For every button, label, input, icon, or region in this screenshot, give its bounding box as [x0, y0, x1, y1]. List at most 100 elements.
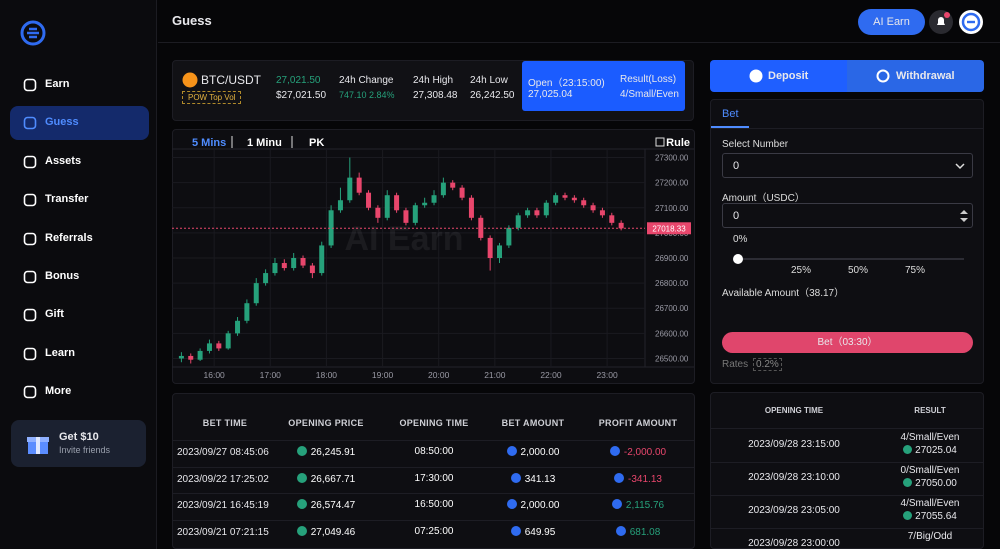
- candle-body: [581, 200, 587, 206]
- cell: 0/Small/Even: [900, 465, 960, 476]
- candle-body: [609, 215, 615, 223]
- icon-shape: [23, 193, 37, 207]
- cell-text: -341.13: [628, 473, 662, 485]
- x-tick-label: 20:00: [428, 370, 450, 380]
- y-tick-label: 26700.00: [655, 304, 689, 313]
- menu-icon: [23, 347, 37, 361]
- coin-icon: [903, 511, 913, 520]
- slider-mark: 25%: [790, 265, 811, 276]
- cell: 681.08: [588, 525, 688, 538]
- high: 27,308.48: [413, 90, 458, 101]
- amount-input[interactable]: 0: [722, 203, 973, 228]
- slider-value: 0%: [733, 234, 748, 245]
- candle-body: [206, 343, 212, 351]
- cell: 2023/09/28 23:05:00: [748, 505, 840, 516]
- menu-icon: [23, 309, 37, 322]
- cell: 27,049.46: [276, 525, 376, 538]
- withdrawal-label: Withdrawal: [896, 70, 955, 82]
- menu-icon: [23, 232, 37, 245]
- price: 27,021.50: [276, 75, 321, 86]
- candle-body: [525, 210, 531, 216]
- slider-marks: 25% 50% 75%: [711, 265, 983, 279]
- coin-icon: [296, 525, 307, 536]
- deposit-button[interactable]: Deposit: [710, 60, 847, 92]
- menu-item[interactable]: Assets: [10, 145, 149, 179]
- open-box: Open（23:15:00) 27,025.04 Result(Loss) 4/…: [522, 61, 685, 111]
- candle-body: [366, 192, 372, 208]
- x-tick-label: 19:00: [372, 370, 394, 380]
- rates-value: 0.2%: [753, 358, 782, 371]
- cell: 17:30:00: [384, 473, 484, 484]
- coin-icon: [609, 446, 620, 456]
- amount-value: 0: [733, 210, 740, 222]
- menu-label: Assets: [45, 154, 82, 167]
- y-tick-label: 26600.00: [655, 329, 689, 338]
- menu-item[interactable]: Guess: [10, 106, 149, 141]
- cell: 2023/09/21 16:45:19: [177, 500, 269, 511]
- candle-body: [272, 263, 278, 274]
- candle-body: [431, 195, 437, 203]
- menu-item[interactable]: Bonus: [10, 260, 149, 294]
- slider-track[interactable]: [738, 258, 964, 260]
- candle-body: [506, 227, 512, 246]
- coin-icon: [903, 445, 913, 454]
- ai-earn-button[interactable]: AI Earn: [858, 9, 925, 35]
- chart: 5 Mins 1 Minu PK Rule 26500.00 26600.00 26700.…: [172, 136, 694, 380]
- menu-label: Gift: [45, 308, 64, 321]
- avatar[interactable]: [958, 9, 984, 35]
- menu-item[interactable]: Referrals: [10, 222, 149, 256]
- menu-label: Guess: [45, 116, 79, 129]
- cell-text: 16:50:00: [414, 499, 454, 510]
- open-label: Open（23:15:00): [528, 78, 605, 89]
- bet-tab[interactable]: Bet: [722, 108, 739, 120]
- promo-title: Get $10: [59, 431, 99, 443]
- candle-body: [459, 187, 465, 198]
- menu-label: Bonus: [45, 270, 80, 282]
- bell[interactable]: [928, 9, 954, 35]
- menu-label: Transfer: [45, 193, 89, 206]
- cell: 26,667.71: [276, 472, 376, 485]
- icon-shape: [23, 270, 37, 284]
- high-label: 24h High: [413, 75, 454, 86]
- ticker: BTC/USDT POW Top Vol 27,021.50 $27,021.5…: [172, 60, 694, 121]
- row-divider: [173, 466, 694, 468]
- coin-icon: [614, 472, 625, 483]
- row-divider: [173, 493, 694, 494]
- menu-icon: [23, 78, 37, 92]
- cell-text: 341.13: [524, 473, 556, 485]
- menu-item[interactable]: Earn: [10, 68, 149, 102]
- cell: 2023/09/27 08:45:06: [177, 447, 269, 458]
- tab-underline: [711, 126, 749, 128]
- menu-icon: [23, 117, 37, 130]
- menu-item[interactable]: Transfer: [10, 183, 149, 217]
- slider-knob[interactable]: [733, 254, 743, 264]
- coin-icon: [611, 499, 622, 509]
- candle-body: [412, 205, 418, 223]
- cell: 26,245.91: [276, 446, 376, 458]
- row-divider: [711, 462, 983, 463]
- menu-item[interactable]: More: [10, 375, 149, 409]
- candle-body: [337, 200, 343, 211]
- candle-body: [422, 202, 428, 206]
- menu-item[interactable]: Gift: [10, 298, 149, 332]
- candle-body: [403, 210, 409, 223]
- result-label: Result(Loss): [620, 74, 677, 85]
- gift-icon: [27, 437, 49, 454]
- withdrawal-button[interactable]: Withdrawal: [847, 60, 984, 92]
- candle-body: [253, 283, 259, 304]
- candle-body: [216, 343, 222, 349]
- menu-item[interactable]: Learn: [10, 337, 149, 371]
- candle-body: [263, 273, 269, 284]
- cell: 27050.00: [870, 478, 990, 489]
- select[interactable]: 0: [722, 153, 973, 178]
- coin-icon: [510, 525, 521, 536]
- tag: POW Top Vol: [182, 91, 242, 104]
- candle-body: [497, 245, 503, 258]
- chevron: [955, 163, 965, 170]
- cell: 2023/09/28 23:10:00: [748, 472, 840, 483]
- withdrawal-icon: [876, 69, 890, 83]
- bet-button[interactable]: Bet（03:30）: [722, 332, 973, 353]
- cell-text: 26,245.91: [310, 447, 356, 458]
- row-divider: [173, 519, 694, 521]
- promo[interactable]: Get $10 Invite friends: [11, 420, 146, 467]
